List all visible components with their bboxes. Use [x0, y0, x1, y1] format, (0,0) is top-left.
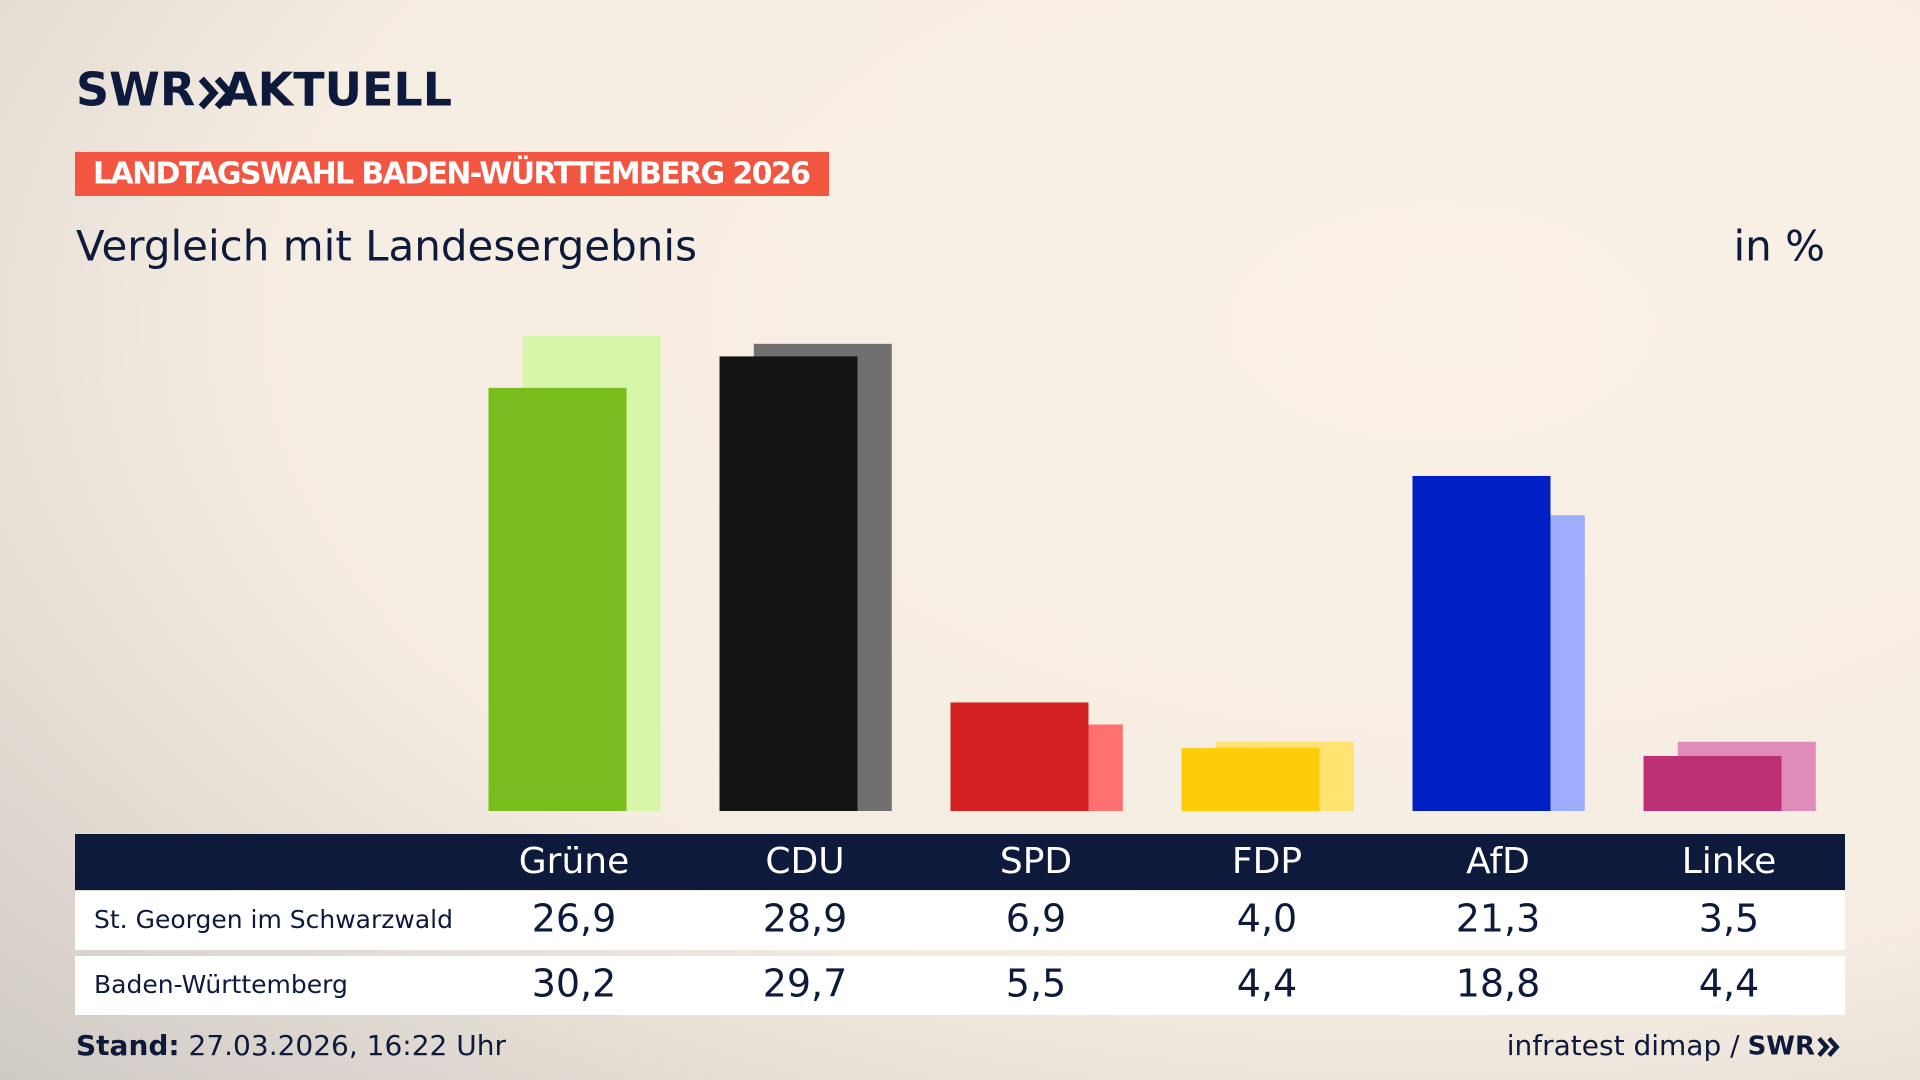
chevron — [198, 76, 219, 110]
table-value: 5,5 — [1006, 962, 1066, 1006]
bar — [488, 387, 627, 811]
badge-bg — [75, 152, 829, 196]
bar — [719, 356, 858, 811]
source: infratest dimap / — [1507, 1029, 1740, 1062]
stand: 27.03.2026, 16:22 Uhr — [189, 1029, 507, 1062]
table-value: 30,2 — [532, 962, 617, 1006]
chevron — [1827, 1036, 1840, 1058]
chart-title: Vergleich mit Landesergebnis — [76, 222, 697, 271]
column-header: Linke — [1682, 841, 1777, 882]
unit: in % — [1733, 222, 1825, 271]
bar — [1181, 748, 1320, 811]
bar — [950, 702, 1089, 811]
table-value: 21,3 — [1456, 897, 1541, 941]
table-value: 4,4 — [1237, 962, 1297, 1006]
table-value: 4,4 — [1699, 962, 1759, 1006]
column-header: CDU — [765, 841, 844, 882]
table-value: 6,9 — [1006, 897, 1066, 941]
table-row — [75, 956, 1845, 1015]
logo: SWR — [76, 63, 195, 117]
table-header — [75, 834, 1845, 890]
bar — [1412, 475, 1551, 811]
table-value: 18,8 — [1456, 962, 1541, 1006]
row-label: St. Georgen im Schwarzwald — [94, 905, 453, 934]
column-header: Grüne — [519, 841, 629, 882]
badge: LANDTAGSWAHL BADEN-WÜRTTEMBERG 2026 — [93, 155, 811, 192]
column-header: AfD — [1466, 841, 1530, 882]
table-row — [75, 891, 1845, 950]
stand-label: Stand: 27.03.2026, 16:22 Uhr — [76, 1029, 506, 1062]
column-header: FDP — [1232, 841, 1302, 882]
source-chevrons — [1817, 1036, 1840, 1058]
source-logo: SWR — [1748, 1032, 1815, 1062]
bar — [1643, 755, 1782, 811]
table-value: 28,9 — [763, 897, 848, 941]
column-header: SPD — [1000, 841, 1072, 882]
table-value: 26,9 — [532, 897, 617, 941]
logo-product: AKTUELL — [222, 63, 452, 117]
logo-chevrons — [198, 76, 235, 110]
table-value: 3,5 — [1699, 897, 1759, 941]
stand-label: Stand: — [76, 1029, 180, 1062]
row-label: Baden-Württemberg — [94, 970, 348, 999]
table-value: 29,7 — [763, 962, 848, 1006]
chevron — [214, 76, 235, 110]
chevron — [1817, 1036, 1830, 1058]
table-value: 4,0 — [1237, 897, 1297, 941]
